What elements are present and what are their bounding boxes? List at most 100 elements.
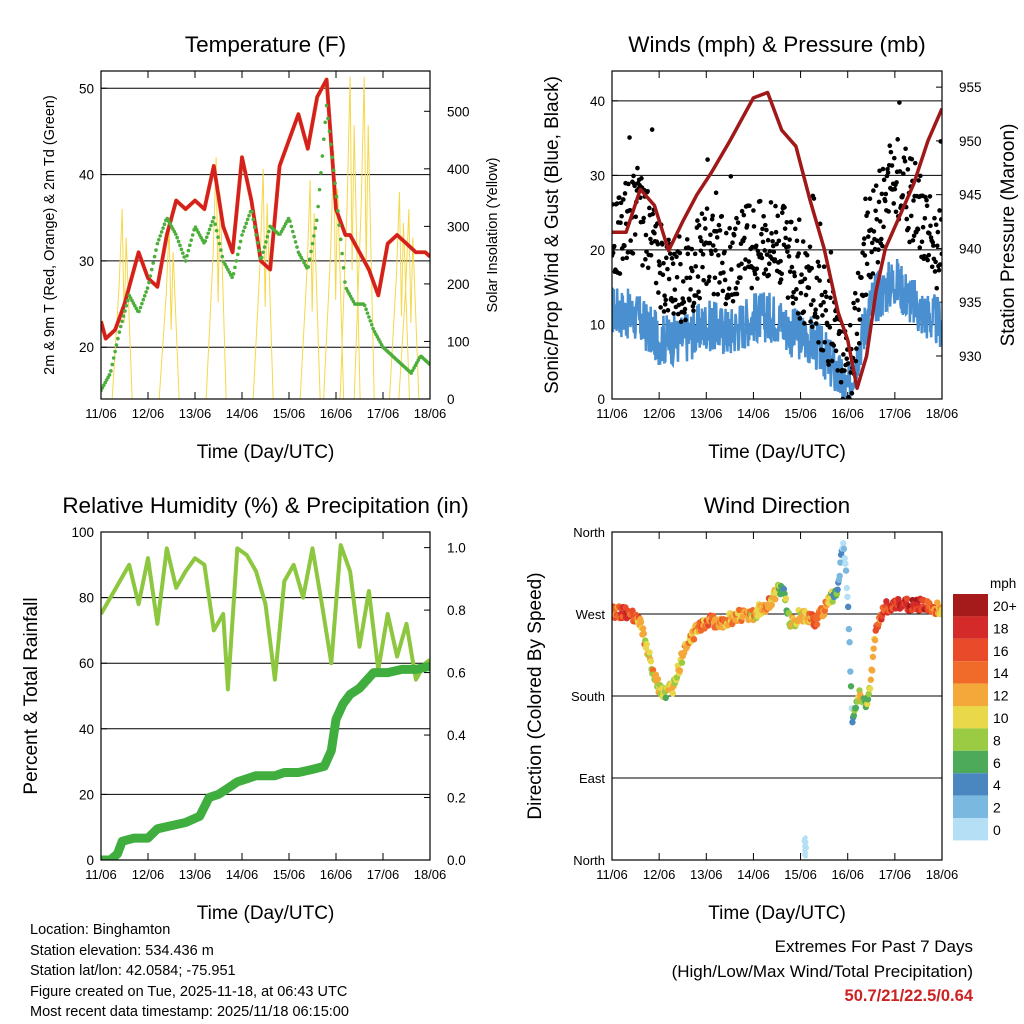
gust-point: [767, 248, 773, 254]
y2-tick-label: 1.0: [447, 541, 466, 556]
gust-point: [831, 343, 837, 348]
dewpoint-point: [182, 255, 186, 259]
gust-point: [782, 226, 788, 231]
gust-point: [813, 321, 819, 326]
gust-point: [856, 307, 861, 313]
gust-point: [877, 168, 882, 174]
gust-point: [755, 276, 760, 281]
gust-point: [632, 232, 638, 237]
gust-point: [717, 228, 723, 233]
direction-point: [870, 645, 877, 652]
humidity-ylabel: Percent & Total Rainfall: [21, 597, 42, 794]
gust-point: [631, 173, 636, 179]
gust-point: [648, 236, 653, 242]
x-tick-label: 17/06: [879, 867, 912, 882]
x-tick-label: 18/06: [926, 406, 959, 421]
gust-point: [794, 287, 799, 292]
gust-point: [936, 267, 942, 273]
y-tick-label: East: [579, 771, 605, 786]
gust-point: [734, 291, 740, 297]
gust-point: [765, 237, 771, 243]
x-tick-label: 13/06: [179, 406, 212, 421]
dewpoint-point: [262, 245, 267, 249]
gust-point: [644, 249, 649, 254]
gust-point: [742, 266, 748, 271]
gust-point: [792, 226, 798, 232]
gust-point: [905, 167, 911, 172]
gust-point: [851, 300, 856, 306]
gust-point: [891, 201, 897, 206]
x-tick-label: 12/06: [643, 406, 676, 421]
direction-point: [840, 540, 847, 547]
gust-point: [713, 190, 719, 196]
gust-point: [647, 205, 652, 211]
gust-point: [789, 264, 795, 270]
dewpoint-point: [247, 213, 251, 218]
gust-point: [696, 223, 702, 228]
x-tick-label: 16/06: [831, 867, 864, 882]
dewpoint-point: [180, 251, 185, 255]
gust-point: [707, 240, 713, 246]
speed-legend: mph 20+ 18 16 14 12 10 8 6 4 2 0: [953, 576, 1017, 841]
dewpoint-point: [244, 221, 249, 226]
gust-point: [787, 237, 792, 242]
direction-point: [643, 640, 650, 648]
gust-point: [665, 266, 670, 272]
gust-point: [738, 275, 743, 281]
gust-point: [685, 251, 691, 257]
gust-point: [922, 215, 928, 221]
direction-point: [639, 625, 647, 632]
legend-label: 12: [993, 688, 1009, 704]
gust-point: [897, 169, 903, 174]
direction-point: [938, 606, 942, 613]
gust-point: [929, 264, 935, 270]
gust-point: [811, 298, 816, 303]
gust-point: [753, 243, 759, 249]
y-tick-label: North: [573, 853, 605, 868]
dewpoint-point: [158, 234, 163, 238]
gust-point: [828, 295, 833, 301]
gust-point: [728, 174, 734, 179]
direction-point: [850, 712, 858, 719]
gust-point: [699, 238, 704, 244]
dewpoint-point: [321, 137, 326, 141]
gust-point: [614, 201, 620, 206]
gust-point: [791, 270, 797, 275]
gust-point: [682, 306, 688, 312]
dewpoint-point: [219, 248, 223, 252]
gust-point: [645, 265, 651, 271]
dewpoint-point: [340, 251, 344, 256]
gust-point: [731, 232, 737, 238]
gust-point: [919, 239, 925, 245]
gust-point: [617, 195, 622, 200]
direction-point: [847, 683, 855, 690]
dewpoint-point: [312, 234, 316, 238]
gust-point: [916, 178, 921, 183]
plot-frame: [100, 531, 431, 861]
gust-point: [891, 155, 897, 161]
gust-point: [863, 292, 869, 298]
gust-point: [632, 183, 637, 189]
direction-point: [802, 851, 808, 857]
gust-point: [826, 362, 831, 367]
dewpoint-point: [220, 254, 225, 259]
dewpoint-point: [111, 356, 116, 360]
figure-created: Figure created on Tue, 2025-11-18, at 06…: [30, 983, 348, 1000]
y2-tick-label: 935: [959, 295, 982, 310]
dewpoint-point: [159, 230, 164, 234]
gust-point: [711, 291, 717, 297]
x-tick-label: 14/06: [737, 867, 770, 882]
gust-point: [806, 285, 812, 291]
gust-point: [704, 206, 710, 211]
gust-point: [875, 259, 881, 265]
gust-point: [799, 272, 804, 277]
direction-point: [865, 690, 872, 698]
gust-point: [867, 196, 873, 201]
legend-label: 2: [993, 800, 1001, 816]
station-elevation: Station elevation: 534.436 m: [30, 942, 214, 959]
dewpoint-point: [107, 373, 112, 377]
gust-point: [844, 356, 850, 361]
gust-point: [873, 208, 878, 214]
y-tick-label: South: [571, 689, 605, 704]
